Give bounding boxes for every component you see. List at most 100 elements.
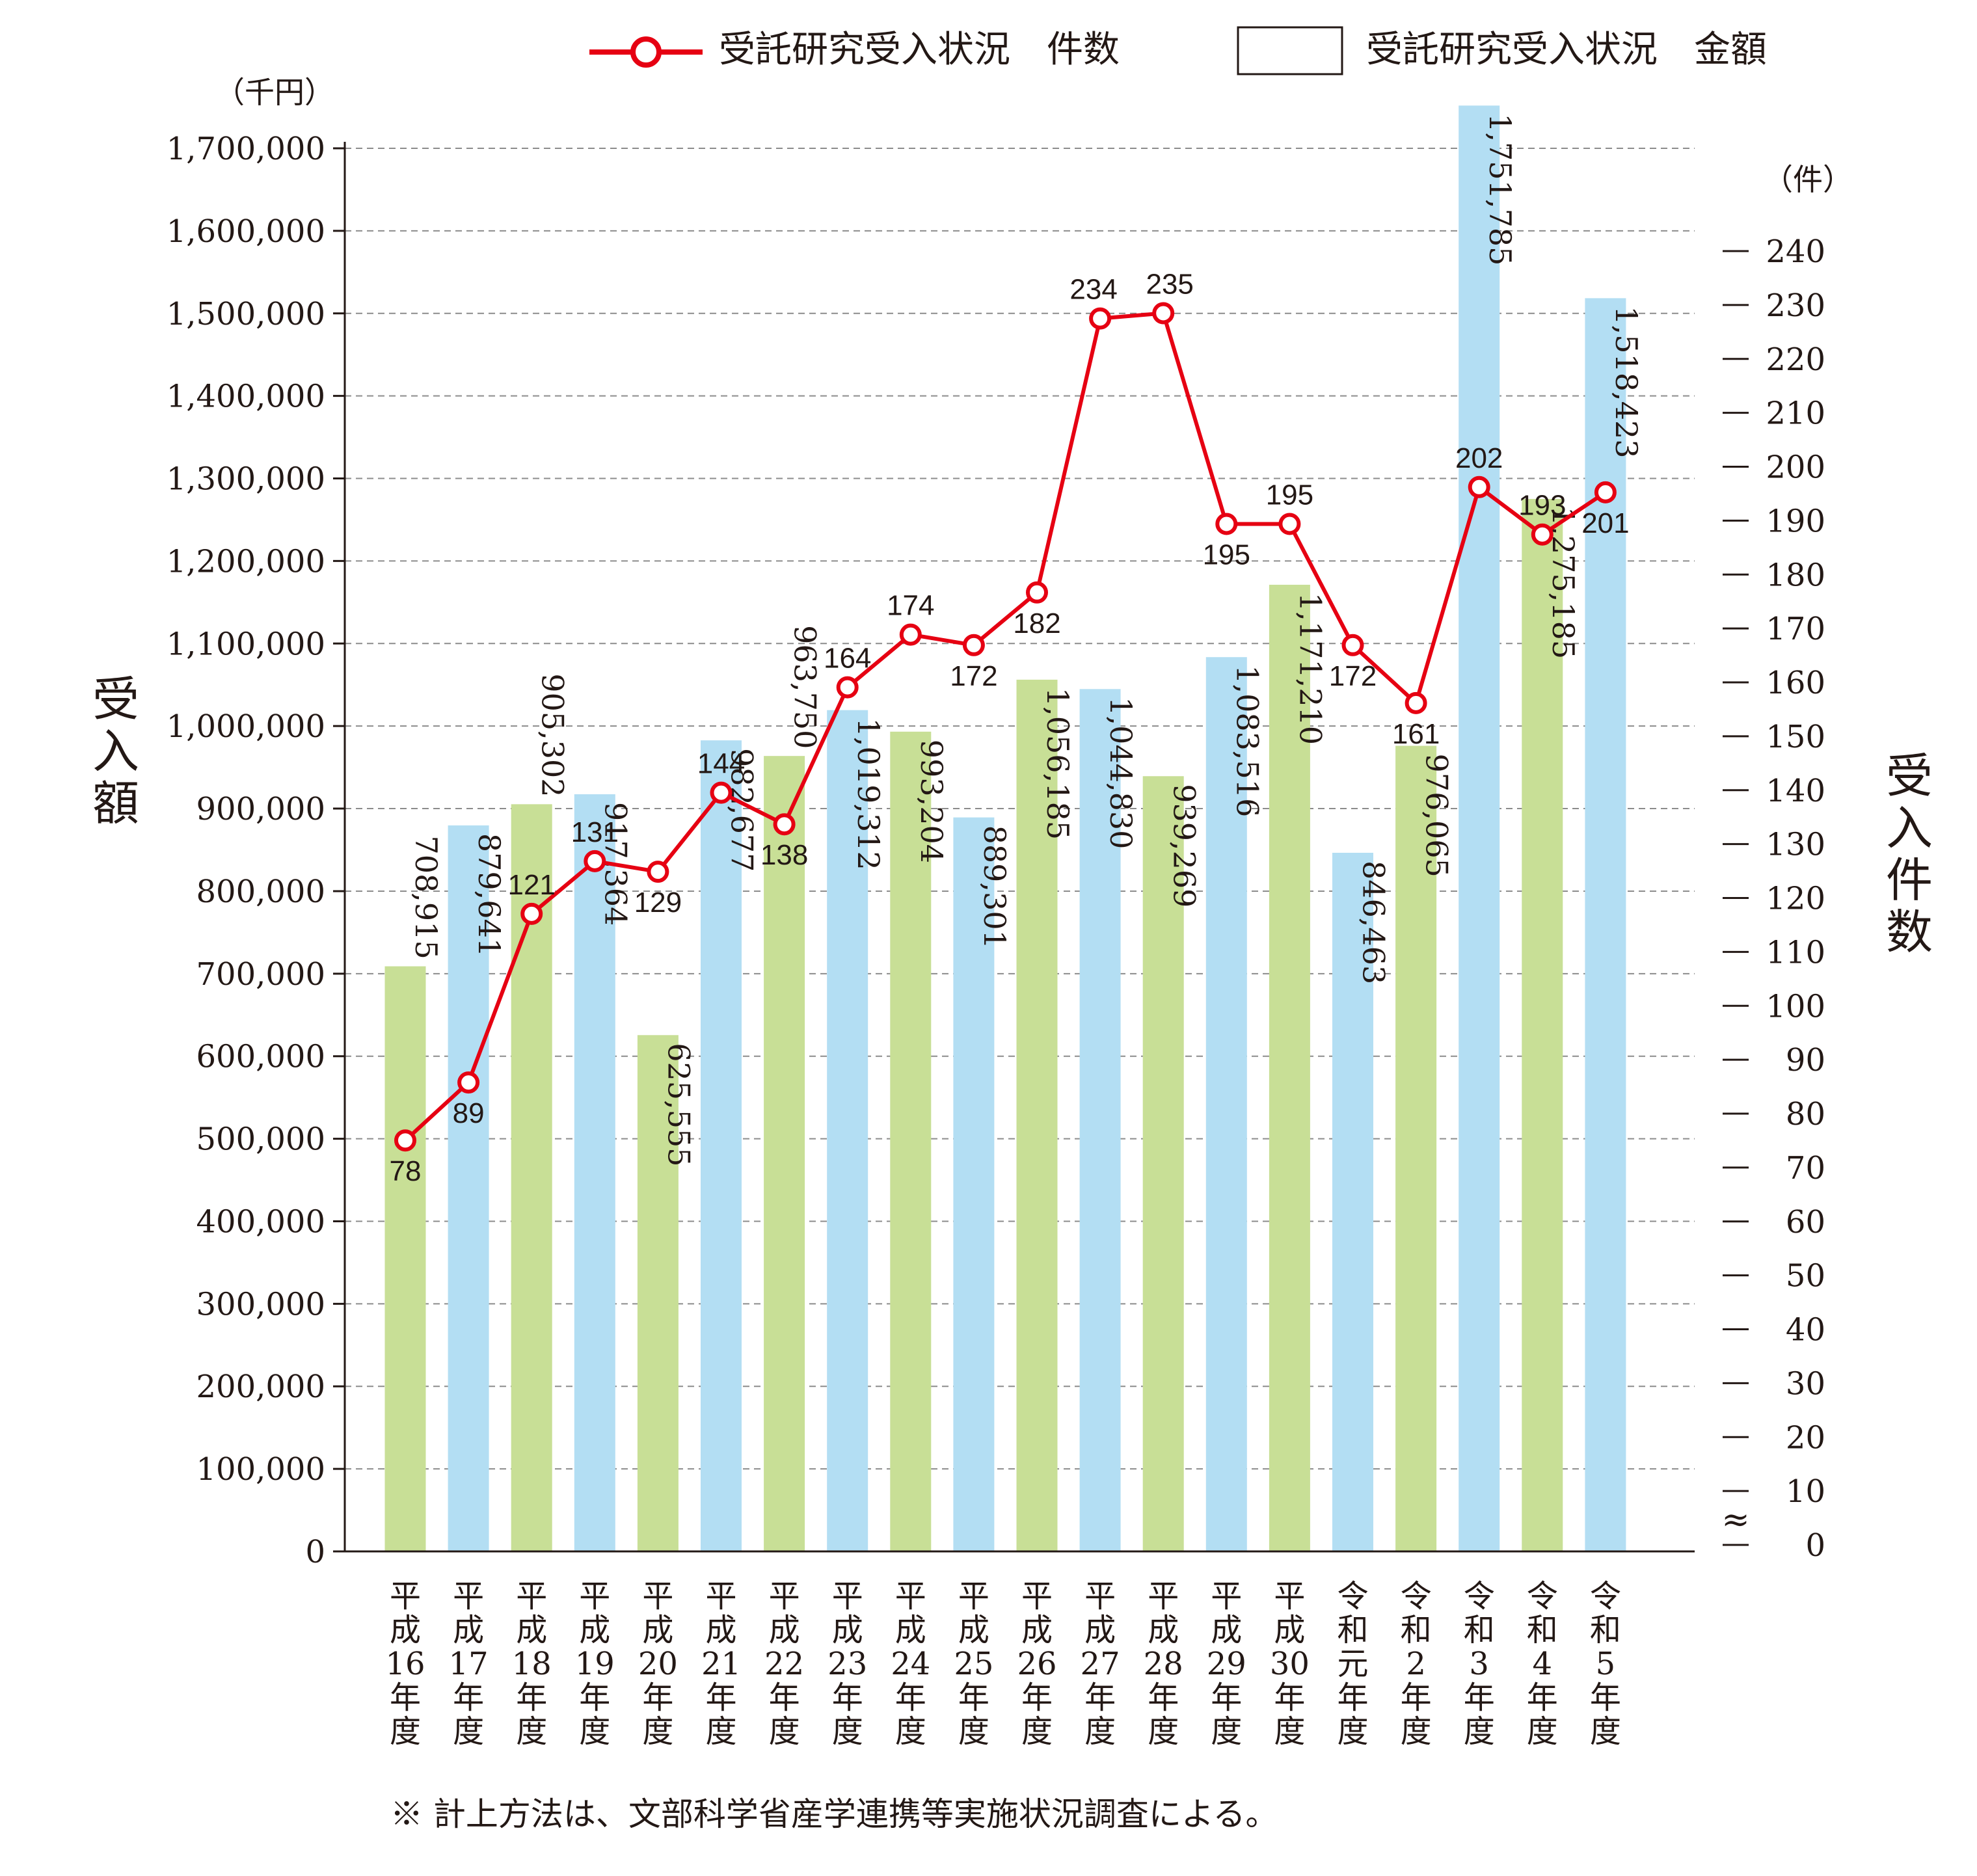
x-axis-category-label-part: 度 [453,1713,484,1750]
count-value-label: 89 [453,1097,485,1129]
x-axis-category-label-part: 平 [958,1578,989,1615]
count-point [520,902,543,925]
bar-value-label: 1,171,210 [1293,593,1328,745]
x-axis-category-label-part: 年 [1527,1680,1558,1716]
legend-bar-label: 受託研究受入状況 金額 [1366,29,1767,71]
x-axis-category-label-part: 25 [954,1646,993,1682]
x-axis-category-label-part: 平 [832,1578,863,1615]
left-axis-tick-label: 1,200,000 [167,543,325,580]
right-axis-tick-label: 170 [1766,611,1825,647]
footnote: ※ 計上方法は、文部科学省産学連携等実施状況調査による。 [390,1795,1278,1833]
right-axis-tick-label: 50 [1786,1258,1825,1294]
x-axis-category-label-part: 22 [764,1646,804,1682]
x-axis-category-label-part: 2 [1406,1646,1426,1682]
x-axis-category-label-part: 成 [1084,1612,1116,1648]
x-axis-category-label-part: 和 [1590,1612,1621,1648]
left-axis-tick-label: 1,400,000 [167,379,325,415]
axis-break-symbol: ≈ [1721,1501,1750,1540]
bar-value-label: 846,463 [1356,861,1392,984]
x-axis-category-label-part: 年 [642,1680,673,1716]
legend: 受託研究受入状況 件数 受託研究受入状況 金額 [589,26,1767,75]
right-axis-title-char: 入 [1886,801,1933,855]
right-axis-tick-label: 70 [1786,1150,1825,1186]
x-axis-category-label-part: 令 [1527,1578,1558,1615]
left-axis-tick-label: 900,000 [196,791,326,827]
right-axis-title-char: 受 [1886,749,1933,803]
bar-value-label: 963,750 [788,625,823,749]
bar [1269,584,1310,1552]
x-axis-category-label-part: 23 [827,1646,867,1682]
count-point [457,1071,480,1094]
x-axis-category-label-part: 平 [769,1578,800,1615]
left-axis-tick-label: 1,300,000 [167,461,325,498]
x-axis-category-label-part: 成 [1211,1612,1242,1648]
x-axis-category-label-part: 4 [1533,1646,1553,1682]
bar-value-label: 879,641 [472,833,507,957]
bar [511,804,552,1551]
x-axis-category-label-part: 令 [1401,1578,1432,1615]
x-axis-category-label-part: 年 [390,1680,421,1716]
x-axis-category-label-part: 度 [832,1713,863,1750]
x-axis-category-label-part: 年 [1464,1680,1495,1716]
right-axis-tick-label: 10 [1786,1473,1825,1510]
count-point [836,676,859,699]
count-value-label: 172 [1329,660,1377,692]
x-axis-category-label-part: 度 [1464,1713,1495,1750]
legend-line-label: 受託研究受入状況 件数 [719,29,1120,71]
count-value-label: 195 [1203,539,1250,571]
right-axis-title-char: 数 [1886,905,1933,959]
bar [637,1035,679,1551]
count-point [394,1129,416,1152]
x-axis-category-label-part: 度 [1274,1713,1305,1750]
x-axis-category-label-part: 度 [1337,1713,1368,1750]
x-axis-category-label-part: 年 [1337,1680,1368,1716]
bar [1142,776,1184,1551]
x-axis-category-label-part: 成 [832,1612,863,1648]
left-axis-tick-label: 1,100,000 [167,626,325,662]
right-axis-tick-label: 130 [1766,827,1825,863]
right-axis-tick-label: 20 [1786,1419,1825,1456]
legend-bar-swatch [1237,26,1343,75]
x-axis-category-label-part: 30 [1270,1646,1310,1682]
right-axis-tick-label: 30 [1786,1365,1825,1402]
x-axis-category-label-part: 平 [579,1578,610,1615]
x-axis-category-label-part: 成 [895,1612,926,1648]
count-value-label: 201 [1581,507,1629,539]
bar-value-label: 1,518,423 [1609,306,1644,458]
x-axis-category-label-part: 度 [1084,1713,1116,1750]
x-axis-category-label-part: 度 [1021,1713,1053,1750]
x-axis-category-label-part: 26 [1017,1646,1056,1682]
bar [384,966,426,1551]
bar-value-label: 1,751,785 [1483,113,1518,265]
x-axis-category-label-part: 成 [1274,1612,1305,1648]
right-axis-tick-label: 180 [1766,557,1825,593]
x-axis-category-label-part: 度 [390,1713,421,1750]
left-axis-tick-label: 700,000 [196,956,326,993]
bar-value-labels: 708,915 879,641905,302917,364625,555982,6… [409,113,1644,1166]
x-axis-category-label-part: 年 [1021,1680,1053,1716]
count-value-label: 138 [760,839,808,871]
right-axis-tick-label: 100 [1766,988,1825,1025]
count-value-label: 164 [824,643,871,675]
count-point [1278,513,1301,535]
right-axis-tick-label: 80 [1786,1096,1825,1132]
count-point [899,623,922,646]
x-axis-category-label-part: 年 [516,1680,547,1716]
x-axis-category-label-part: 27 [1081,1646,1120,1682]
x-axis-category-label-part: 年 [1401,1680,1432,1716]
x-axis-category-label-part: 年 [769,1680,800,1716]
left-axis-tick-label: 0 [305,1534,325,1570]
bar [1332,852,1373,1551]
x-axis-category-label-part: 和 [1527,1612,1558,1648]
x-axis-category-label-part: 平 [1274,1578,1305,1615]
x-axis-category-label-part: 度 [895,1713,926,1750]
